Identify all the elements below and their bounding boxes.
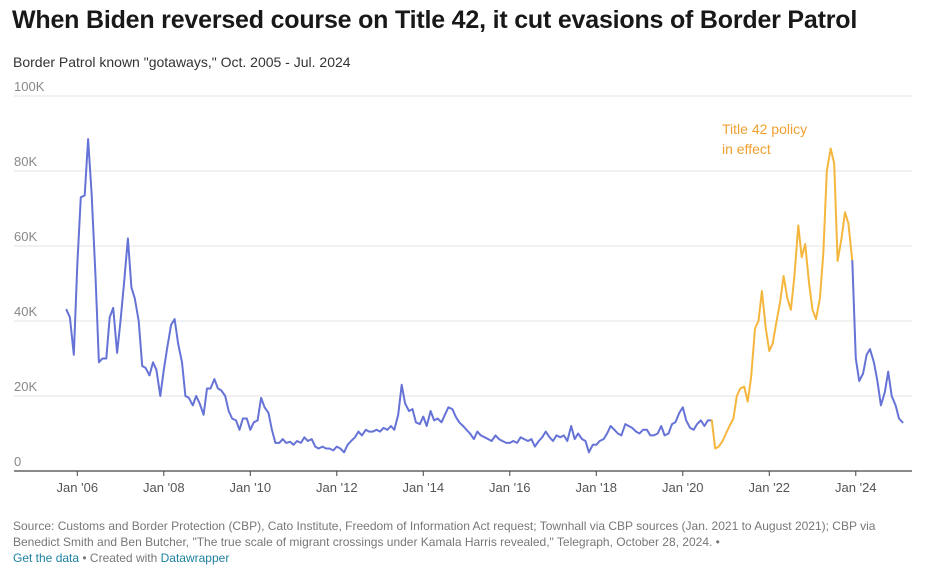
y-tick-label: 100K	[14, 79, 45, 94]
chart-footer: Source: Customs and Border Protection (C…	[13, 518, 918, 566]
grid-lines	[14, 95, 912, 472]
annotation-line: Title 42 policy	[722, 121, 807, 137]
chart-title: When Biden reversed course on Title 42, …	[12, 6, 858, 34]
x-tick-label: Jan '18	[576, 480, 618, 495]
x-axis-ticks: Jan '06 Jan '08 Jan '10 Jan '12 Jan '14 Jan '…	[57, 471, 877, 495]
series-line-default	[65, 138, 713, 454]
source-note: Source: Customs and Border Protection (C…	[13, 519, 876, 549]
y-tick-label: 40K	[14, 304, 37, 319]
x-tick-label: Jan '14	[403, 480, 445, 495]
y-tick-label: 20K	[14, 379, 37, 394]
y-tick-label: 0	[14, 454, 21, 469]
y-axis-ticks: 0 20K 40K 60K 80K 100K	[14, 79, 45, 469]
series-line-default	[851, 260, 904, 424]
footer-separator: • Created with	[79, 551, 161, 565]
y-tick-label: 80K	[14, 154, 37, 169]
x-tick-label: Jan '08	[143, 480, 185, 495]
x-tick-label: Jan '16	[489, 480, 531, 495]
x-tick-label: Jan '24	[835, 480, 877, 495]
x-tick-label: Jan '06	[57, 480, 99, 495]
title42-annotation: Title 42 policy in effect	[722, 121, 807, 157]
series-line-title42	[710, 147, 854, 450]
datawrapper-link[interactable]: Datawrapper	[160, 551, 230, 565]
x-tick-label: Jan '12	[316, 480, 358, 495]
x-tick-label: Jan '10	[230, 480, 272, 495]
y-tick-label: 60K	[14, 229, 37, 244]
series-lines	[65, 138, 904, 454]
x-tick-label: Jan '22	[749, 480, 791, 495]
x-tick-label: Jan '20	[662, 480, 704, 495]
get-the-data-link[interactable]: Get the data	[13, 551, 80, 565]
annotation-line: in effect	[722, 141, 771, 157]
chart-subtitle: Border Patrol known "gotaways," Oct. 200…	[13, 54, 351, 70]
